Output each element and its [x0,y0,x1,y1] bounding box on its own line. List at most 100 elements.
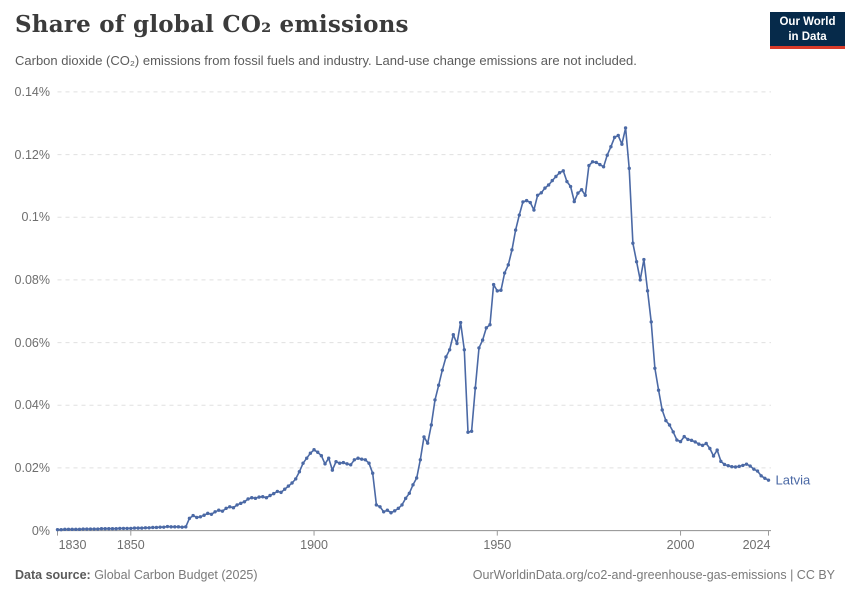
data-point-marker[interactable] [495,289,499,293]
data-point-marker[interactable] [752,467,756,471]
data-point-marker[interactable] [565,179,569,184]
data-point-marker[interactable] [726,464,730,468]
data-point-marker[interactable] [374,503,379,507]
data-point-marker[interactable] [583,193,587,198]
data-point-marker[interactable] [675,438,679,442]
data-point-marker[interactable] [436,383,441,387]
data-point-marker[interactable] [502,271,507,275]
data-point-marker[interactable] [561,169,565,173]
data-point-marker[interactable] [400,503,404,507]
data-point-marker[interactable] [667,423,672,427]
data-point-marker[interactable] [491,282,496,287]
data-point-marker[interactable] [195,515,199,520]
data-point-marker[interactable] [297,469,302,474]
data-point-marker[interactable] [235,503,239,507]
data-point-marker[interactable] [246,497,250,501]
data-point-marker[interactable] [763,476,767,480]
data-point-marker[interactable] [546,183,551,187]
data-point-marker[interactable] [312,448,316,452]
data-point-marker[interactable] [664,418,668,423]
data-point-marker[interactable] [458,320,463,325]
data-point-marker[interactable] [209,512,214,517]
data-point-marker[interactable] [403,496,408,501]
data-point-marker[interactable] [737,464,741,469]
data-point-marker[interactable] [579,187,584,192]
data-point-marker[interactable] [473,386,478,390]
data-point-marker[interactable] [143,526,148,530]
data-point-marker[interactable] [363,458,368,462]
data-point-marker[interactable] [88,527,93,531]
data-point-marker[interactable] [407,491,412,496]
data-point-marker[interactable] [392,509,397,513]
data-point-marker[interactable] [294,477,298,481]
data-point-marker[interactable] [440,368,445,372]
data-point-marker[interactable] [697,442,701,446]
data-point-marker[interactable] [239,501,243,506]
data-point-marker[interactable] [77,527,82,532]
data-point-marker[interactable] [631,241,635,245]
data-point-marker[interactable] [202,513,206,517]
data-point-marker[interactable] [741,463,745,468]
data-point-marker[interactable] [176,525,181,529]
data-point-marker[interactable] [550,178,554,183]
data-point-marker[interactable] [590,160,595,164]
data-point-marker[interactable] [118,526,122,531]
data-point-marker[interactable] [224,506,228,511]
data-point-marker[interactable] [213,510,217,514]
data-point-marker[interactable] [521,200,525,204]
data-point-marker[interactable] [429,423,434,427]
data-point-marker[interactable] [103,527,107,531]
owid-url-link[interactable]: OurWorldinData.org/co2-and-greenhouse-ga… [472,568,835,582]
data-point-marker[interactable] [704,441,708,446]
data-point-marker[interactable] [151,525,155,530]
data-point-marker[interactable] [63,527,67,532]
data-point-marker[interactable] [308,451,313,455]
data-point-marker[interactable] [74,527,78,532]
data-point-marker[interactable] [678,439,683,444]
data-point-marker[interactable] [627,166,631,171]
data-point-marker[interactable] [447,348,452,352]
data-point-marker[interactable] [513,228,518,232]
data-point-marker[interactable] [66,527,71,532]
data-point-marker[interactable] [367,461,371,465]
data-point-marker[interactable] [114,527,118,531]
data-point-marker[interactable] [359,457,364,461]
data-point-marker[interactable] [396,506,401,511]
data-point-marker[interactable] [389,511,393,515]
data-point-marker[interactable] [173,525,177,529]
data-point-marker[interactable] [510,248,514,252]
data-point-marker[interactable] [598,162,602,167]
data-point-marker[interactable] [601,165,606,169]
data-point-marker[interactable] [656,388,661,392]
data-point-marker[interactable] [129,526,133,531]
data-point-marker[interactable] [330,468,335,472]
data-point-marker[interactable] [462,348,467,352]
data-point-marker[interactable] [425,441,430,445]
data-point-marker[interactable] [261,495,265,499]
data-point-marker[interactable] [334,459,338,464]
data-point-marker[interactable] [587,163,591,168]
data-point-marker[interactable] [612,135,617,140]
data-point-marker[interactable] [532,208,536,212]
data-point-marker[interactable] [517,213,521,217]
data-point-marker[interactable] [748,464,752,468]
data-point-marker[interactable] [528,200,532,205]
data-point-marker[interactable] [206,511,210,516]
data-point-marker[interactable] [136,526,140,530]
data-point-marker[interactable] [572,199,576,204]
data-point-marker[interactable] [759,474,763,478]
data-point-marker[interactable] [700,443,705,448]
data-point-marker[interactable] [385,508,390,512]
data-point-marker[interactable] [755,469,760,473]
data-point-marker[interactable] [722,462,727,467]
data-point-marker[interactable] [411,483,415,487]
data-point-marker[interactable] [623,126,628,130]
data-point-marker[interactable] [187,516,192,521]
data-point-marker[interactable] [198,515,203,519]
data-point-marker[interactable] [59,527,63,532]
data-point-marker[interactable] [609,145,613,149]
data-point-marker[interactable] [327,456,331,460]
data-point-marker[interactable] [217,508,221,512]
data-point-marker[interactable] [682,434,686,439]
data-point-marker[interactable] [305,456,309,460]
